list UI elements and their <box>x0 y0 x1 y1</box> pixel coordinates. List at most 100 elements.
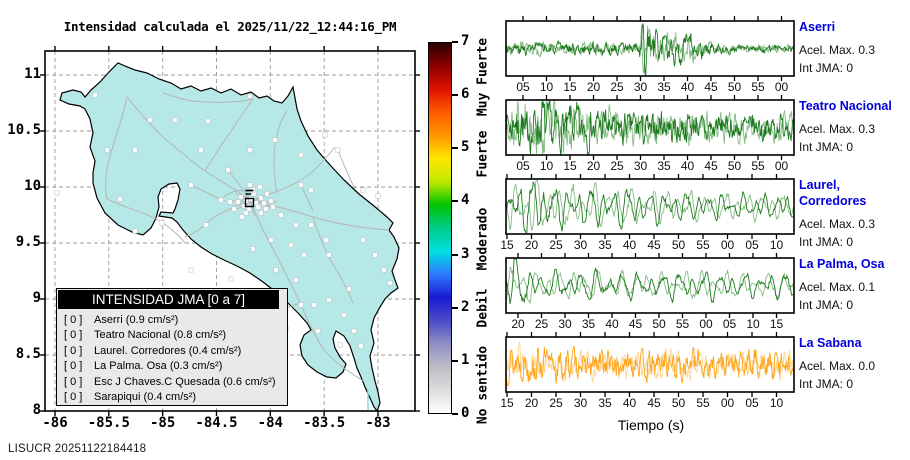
seismogram-plot: 05 10 15 20 25 30 35 40 45 50 55 00 <box>505 16 795 94</box>
map-x-tick-label: -84 <box>257 415 283 431</box>
trace-primary <box>506 258 794 305</box>
station-dot <box>235 199 241 205</box>
station-dot <box>270 204 276 210</box>
station-dot <box>293 222 299 228</box>
jma-legend-station: Sarapiqui (0.4 cm/s²) <box>94 391 197 404</box>
colorbar-tick-label: 4 <box>461 192 470 209</box>
station-dot <box>301 252 307 258</box>
station-dot <box>298 152 304 158</box>
colorbar-tick-label: 2 <box>461 298 470 315</box>
station-markers <box>54 92 393 349</box>
station-dot <box>258 210 264 216</box>
station-dot <box>268 237 274 243</box>
seismogram-tick-label: 25 <box>610 159 624 173</box>
seismogram-tick-label: 30 <box>574 238 588 252</box>
map-y-tick-label: 8.5 <box>15 346 41 362</box>
seismogram-tick-label: 20 <box>525 238 539 252</box>
station-dot <box>323 237 329 243</box>
seismogram-tick-label: 45 <box>647 238 661 252</box>
station-dot <box>346 286 352 292</box>
seismogram-tick-label: 35 <box>582 317 596 331</box>
seismogram-tick-label: 40 <box>623 396 637 410</box>
seismogram-tick-label: 05 <box>745 396 759 410</box>
seismogram-tick-label: 30 <box>558 317 572 331</box>
seismogram-tick-label: 20 <box>511 317 525 331</box>
station-dot <box>239 214 245 220</box>
seismogram-tick-label: 25 <box>610 80 624 94</box>
seismogram-tick-label: 30 <box>634 159 648 173</box>
station-dot <box>351 328 357 334</box>
colorbar-tick <box>452 41 458 43</box>
station-info: Aserri Acel. Max. 0.3 Int JMA: 0 <box>799 19 907 77</box>
colorbar-tick-label: 1 <box>461 351 470 368</box>
trace-primary <box>506 23 794 76</box>
map-y-tick-label: 10 <box>24 178 41 194</box>
station-dot <box>358 343 364 349</box>
station-dot <box>308 187 314 193</box>
jma-legend-title: INTENSIDAD JMA [0 a 7] <box>58 290 279 309</box>
station-dot <box>268 198 274 204</box>
seismogram-tick-label: 50 <box>728 159 742 173</box>
station-dot <box>243 210 249 216</box>
seismogram-frame <box>505 257 795 314</box>
seismogram-tick-label: 05 <box>516 159 530 173</box>
station-dot <box>104 147 110 153</box>
station-dot <box>375 193 381 199</box>
map-title: Intensidad calculada el 2025/11/22_12:44… <box>63 19 397 34</box>
station-dot <box>322 132 328 138</box>
station-dot <box>238 194 244 200</box>
station-dot <box>293 277 299 283</box>
station-dot <box>227 199 233 205</box>
trace-secondary <box>506 24 794 74</box>
seismogram-trace <box>506 23 794 76</box>
seismogram-tick-label: 20 <box>587 80 601 94</box>
jma-legend-intensity: [ 0 ] <box>64 314 83 326</box>
station-dot <box>203 222 209 228</box>
jma-legend-item: [ 0 ] Sarapiqui (0.4 cm/s²) <box>64 390 283 405</box>
station-dot <box>159 220 165 226</box>
seismogram-tick-label: 00 <box>775 159 789 173</box>
seismogram-tick-label: 05 <box>745 238 759 252</box>
seismogram-tick-label: 50 <box>672 238 686 252</box>
seismogram-tick-label: 55 <box>751 159 765 173</box>
seismogram-trace <box>506 100 794 155</box>
seismogram-trace <box>506 179 794 234</box>
station-dot <box>132 147 138 153</box>
seismogram-tick-label: 35 <box>657 159 671 173</box>
station-name: La Palma, Osa <box>799 257 885 271</box>
colorbar-tick-label: 3 <box>461 245 470 262</box>
colorbar-category-label: Fuerte <box>475 130 491 178</box>
station-dot <box>188 267 194 273</box>
station-name: Teatro Nacional <box>799 99 892 113</box>
station-dot <box>298 182 304 188</box>
station-int-jma: Int JMA: 0 <box>799 298 854 312</box>
colorbar-tick-label: 5 <box>461 139 470 156</box>
station-dot <box>92 92 98 98</box>
jma-legend-station: Aserri (0.9 cm/s²) <box>94 314 179 326</box>
seismogram-plot: 20 25 30 35 40 45 50 55 00 05 10 15 <box>505 253 795 331</box>
seismogram-tick-label: 15 <box>500 238 514 252</box>
station-acel-max: Acel. Max. 0.1 <box>799 280 876 294</box>
colorbar-tick <box>452 359 458 362</box>
jma-legend-item: [ 0 ] Esc J Chaves.C Quesada (0.6 cm/s²) <box>64 375 283 390</box>
station-name: Laurel, Corredores <box>799 178 867 208</box>
jma-legend-station: Esc J Chaves.C Quesada (0.6 cm/s²) <box>94 375 276 388</box>
seismogram-tick-label: 00 <box>699 317 713 331</box>
jma-legend-intensity: [ 0 ] <box>64 329 83 342</box>
station-info: Laurel, Corredores Acel. Max. 0.3 Int JMA:… <box>799 177 907 251</box>
station-dot <box>255 204 261 210</box>
map-x-tick-label: -85.5 <box>87 415 130 431</box>
station-dot <box>54 190 60 196</box>
seismogram-frame <box>505 178 795 235</box>
station-dot <box>172 117 178 123</box>
station-dot <box>298 302 304 308</box>
trace-primary <box>506 181 794 234</box>
station-dot <box>228 276 234 282</box>
colorbar-tick-label: 0 <box>461 405 470 421</box>
jma-legend-intensity: [ 0 ] <box>64 344 83 357</box>
seismogram-plot: 15 20 25 30 35 40 45 50 55 00 05 10 <box>500 174 795 252</box>
map-y-tick-label: 8 <box>32 402 41 418</box>
seismogram-tick-label: 15 <box>770 317 784 331</box>
map-x-tick-label: -83.5 <box>303 415 346 431</box>
station-name: Aserri <box>799 20 836 34</box>
